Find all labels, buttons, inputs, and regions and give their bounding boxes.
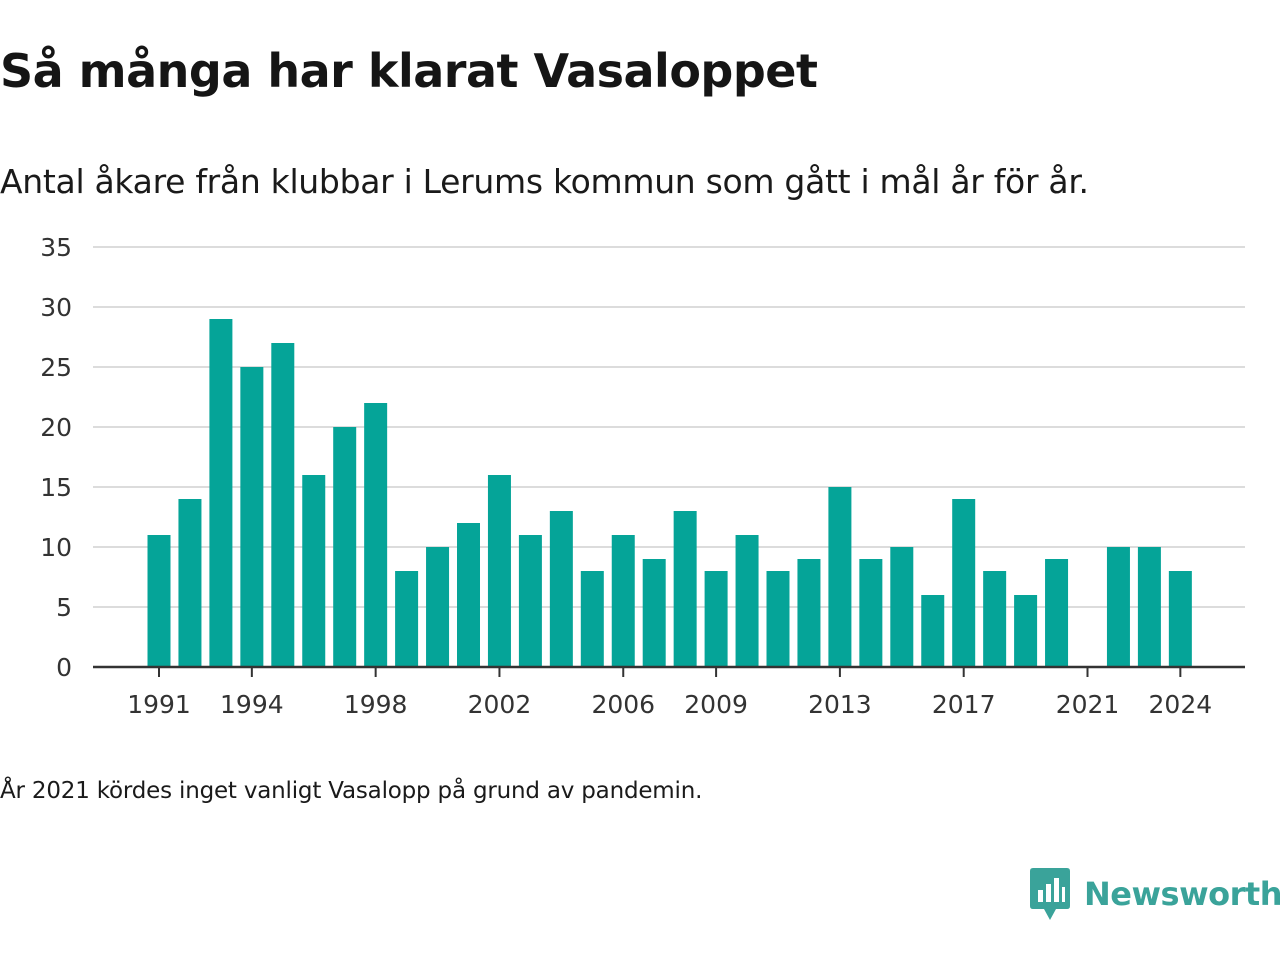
bars <box>147 319 1192 667</box>
x-tick-label: 2009 <box>684 690 748 719</box>
bar-2005 <box>580 571 604 667</box>
bar-1991 <box>147 535 171 667</box>
bar-1995 <box>271 343 295 667</box>
bar-2014 <box>859 559 883 667</box>
y-axis-labels: 0 5 10 15 20 25 30 35 <box>40 233 72 682</box>
bar-2000 <box>426 547 450 667</box>
bar-1994 <box>240 367 264 667</box>
bar-1997 <box>333 427 357 667</box>
bar-2002 <box>487 475 511 667</box>
bar-1992 <box>178 499 202 667</box>
x-tick-label: 2017 <box>932 690 996 719</box>
y-tick-label: 5 <box>56 593 72 622</box>
bar-1996 <box>302 475 326 667</box>
x-tick-label: 2021 <box>1056 690 1120 719</box>
newsworthy-logo: Newsworthy <box>1030 868 1280 920</box>
bar-2011 <box>766 571 790 667</box>
bar-2023 <box>1137 547 1161 667</box>
x-tick-label: 1994 <box>220 690 284 719</box>
bar-1999 <box>395 571 419 667</box>
y-tick-label: 25 <box>40 353 72 382</box>
y-tick-label: 10 <box>40 533 72 562</box>
bar-2004 <box>549 511 573 667</box>
bar-2006 <box>611 535 635 667</box>
chart-title: Så många har klarat Vasaloppet <box>0 44 818 98</box>
x-tick-label: 2006 <box>591 690 655 719</box>
x-tick-label: 2024 <box>1149 690 1213 719</box>
y-tick-label: 35 <box>40 233 72 262</box>
y-tick-label: 15 <box>40 473 72 502</box>
newsworthy-logo-text: Newsworthy <box>1084 875 1280 913</box>
x-tick-label: 2013 <box>808 690 872 719</box>
bar-2009 <box>704 571 728 667</box>
bar-2020 <box>1045 559 1069 667</box>
bar-2017 <box>952 499 976 667</box>
bar-2010 <box>735 535 759 667</box>
bar-1993 <box>209 319 233 667</box>
bar-2008 <box>673 511 697 667</box>
bar-2016 <box>921 595 945 667</box>
bar-2024 <box>1168 571 1192 667</box>
newsworthy-logo-icon <box>1030 868 1070 920</box>
x-tick-label: 1991 <box>127 690 191 719</box>
bar-2015 <box>890 547 914 667</box>
footnote: År 2021 kördes inget vanligt Vasalopp på… <box>0 778 703 804</box>
bar-2012 <box>797 559 821 667</box>
bar-2018 <box>983 571 1007 667</box>
bar-chart: 0 5 10 15 20 25 30 35 1991 1994 1998 2002 2006 2009 2… <box>40 233 1245 719</box>
x-tick-label: 1998 <box>344 690 408 719</box>
chart-subtitle: Antal åkare från klubbar i Lerums kommun… <box>0 162 1089 201</box>
bar-2001 <box>457 523 480 667</box>
bar-1998 <box>364 403 388 667</box>
x-axis: 1991 1994 1998 2002 2006 2009 2013 2017 2021 2024 <box>93 665 1245 719</box>
grid-lines <box>93 246 1245 608</box>
y-tick-label: 20 <box>40 413 72 442</box>
bar-2019 <box>1014 595 1038 667</box>
bar-2003 <box>518 535 542 667</box>
bar-2013 <box>828 487 852 667</box>
y-tick-label: 30 <box>40 293 72 322</box>
y-tick-label: 0 <box>56 653 72 682</box>
bar-2022 <box>1106 547 1130 667</box>
x-tick-label: 2002 <box>468 690 532 719</box>
bar-2007 <box>642 559 666 667</box>
